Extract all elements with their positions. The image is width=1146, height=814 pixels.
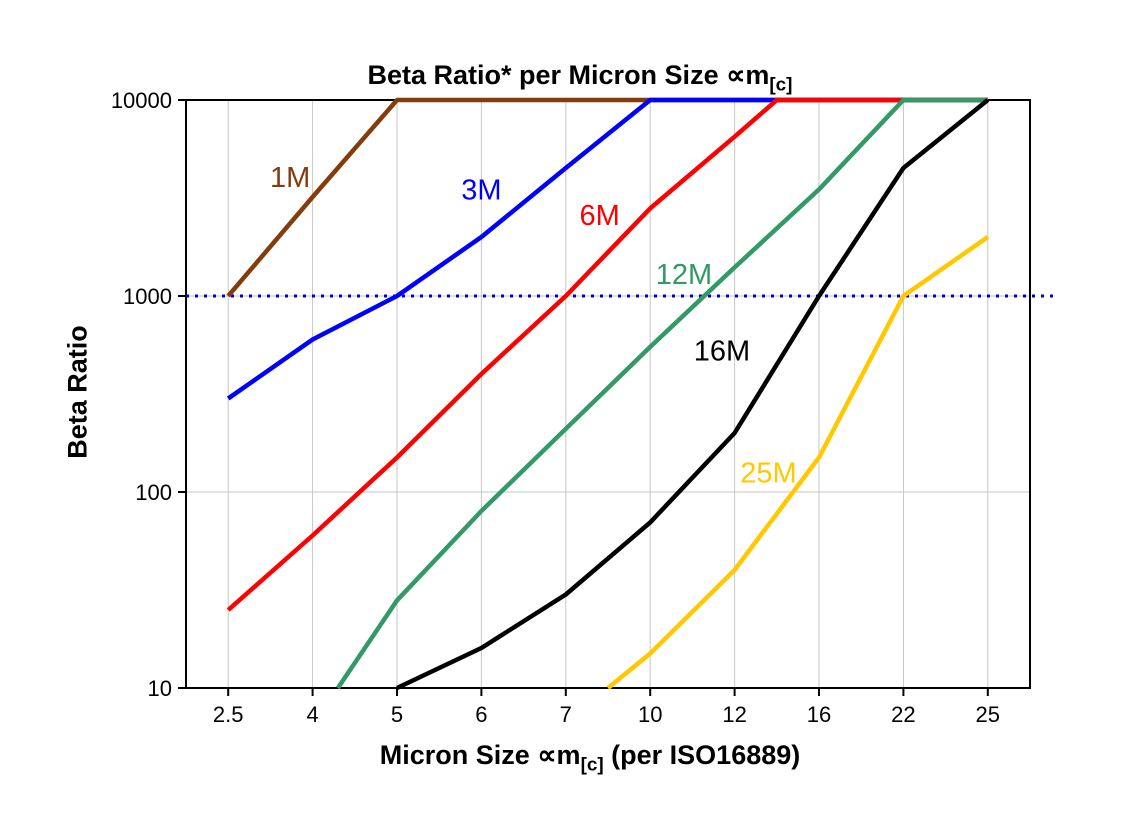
series-label-25M: 25M — [740, 457, 796, 489]
y-tick-label: 100 — [135, 480, 172, 505]
series-label-1M: 1M — [270, 162, 310, 194]
x-tick-label: 5 — [391, 702, 403, 727]
chart-title-subscript: [c] — [769, 74, 793, 96]
x-axis-title-suffix: (per ISO16889) — [603, 740, 801, 770]
x-tick-label: 10 — [638, 702, 662, 727]
series-line-16M — [396, 98, 990, 691]
series-line-12M — [336, 97, 988, 690]
series-label-12M: 12M — [656, 259, 712, 291]
x-tick-label: 22 — [891, 702, 915, 727]
x-axis-title-text: Micron Size ∝m — [379, 740, 581, 770]
x-tick-label: 6 — [475, 702, 487, 727]
x-tick-label: 4 — [306, 702, 318, 727]
x-tick-label: 12 — [722, 702, 746, 727]
x-axis-title: Micron Size ∝m[c] (per ISO16889) — [160, 740, 1020, 776]
x-tick-label: 2.5 — [213, 702, 244, 727]
y-tick-label: 10000 — [111, 88, 172, 113]
x-tick-label: 16 — [807, 702, 831, 727]
series-label-3M: 3M — [461, 175, 501, 207]
x-tick-label: 25 — [976, 702, 1000, 727]
series-line-3M — [226, 97, 988, 401]
series-label-6M: 6M — [579, 200, 619, 232]
x-tick-label: 7 — [560, 702, 572, 727]
y-tick-label: 1000 — [123, 284, 172, 309]
y-tick-label: 10 — [148, 676, 172, 701]
x-axis-title-subscript: [c] — [580, 754, 604, 776]
series-line-25M — [606, 235, 990, 690]
chart-title-text: Beta Ratio* per Micron Size ∝m — [367, 60, 770, 90]
series-line-6M — [226, 97, 988, 612]
chart-title: Beta Ratio* per Micron Size ∝m[c] — [150, 60, 1010, 96]
series-label-16M: 16M — [694, 335, 750, 367]
